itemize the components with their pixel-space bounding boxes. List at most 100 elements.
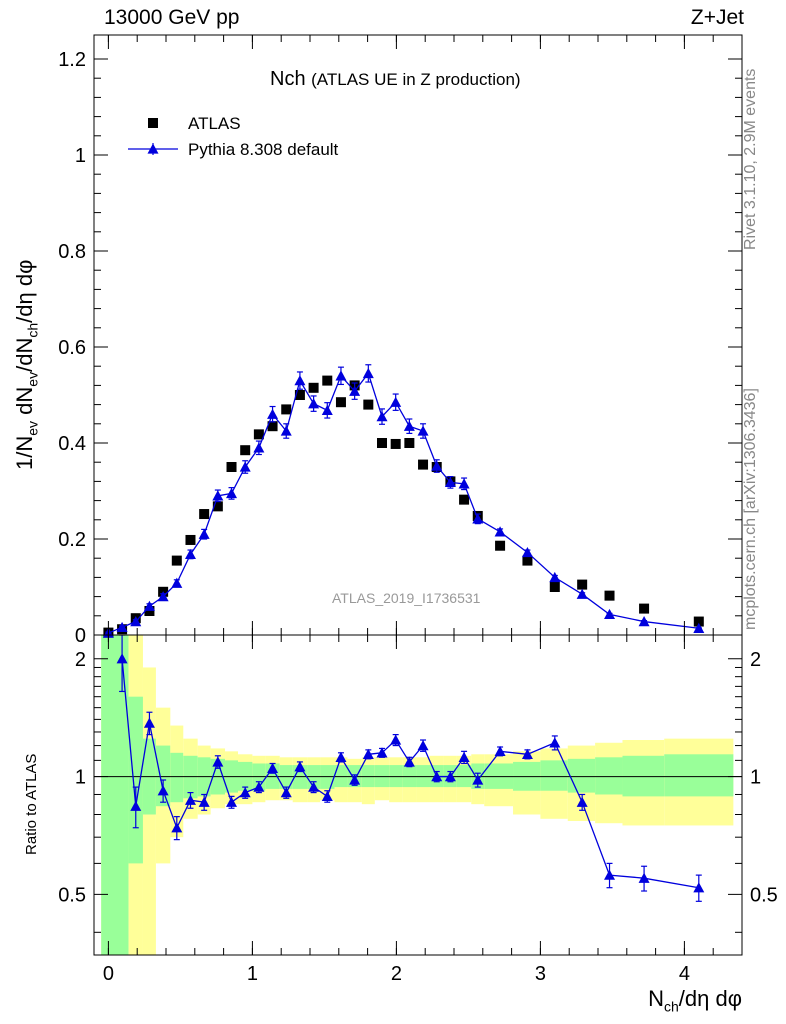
ratio-point [431,771,443,782]
ratio-point [212,756,224,767]
atlas-point [322,375,333,386]
atlas-point [171,555,182,566]
axes: 0 0.2 0.4 0.6 0.8 1 1.2 0 1 2 3 4 0.5 0.5 1 1 2 2 [58,34,778,985]
bottom-ytick-label: 1 [75,767,86,789]
x-axis-label: Nch/dη dφ [648,986,742,1015]
top-ytick-label: 0.6 [58,337,86,359]
pythia-point [376,411,388,422]
ratio-point [494,745,506,757]
pythia-point [294,375,306,386]
atlas-point [639,603,650,614]
bottom-ytick-label-right: 1 [750,767,761,789]
ratio-series [116,635,705,902]
atlas-point [495,540,506,551]
atlas-point [185,534,196,545]
pythia-point [130,616,142,627]
legend-label-atlas: ATLAS [188,114,241,133]
pythia-point [390,396,402,407]
atlas-point [240,445,251,456]
band-green [540,760,568,791]
xtick-label: 1 [247,963,258,985]
atlas-point [144,606,155,616]
top-ytick-label: 0.8 [58,241,86,263]
band-green [128,696,143,864]
ratio-point [390,734,402,745]
pythia-point [576,588,588,599]
pythia-point [604,608,616,620]
mcplots-label: mcplots.cern.ch [arXiv:1306.3436] [742,388,759,630]
pythia-point [143,600,155,611]
atlas-point [267,421,278,432]
plot-title: Nch (ATLAS UE in Z production) [270,68,521,91]
ratio-point [376,747,388,758]
pythia-point [335,370,347,381]
ratio-point [294,761,306,772]
band-green [595,757,623,795]
atlas-point [459,494,470,505]
ratio-point [280,787,292,798]
bottom-frame [93,634,743,956]
plot-title-main: Nch [270,68,306,90]
pythia-point [472,513,484,524]
y-axis-label-top: 1/Nev dNev/dNch/dη dφ [12,259,41,470]
ratio-point [549,737,561,748]
pythia-point [184,548,196,560]
bottom-ytick-label: 2 [75,649,86,671]
pythia-point [253,442,265,453]
rivet-version-label: Rivet 3.1.10, 2.9M events [742,68,759,250]
top-ytick-label: 0.2 [58,529,86,551]
ratio-point [335,751,347,762]
pythia-point [417,425,429,436]
top-ytick-label: 1 [75,145,86,167]
pythia-point [308,398,320,409]
ratio-uncertainty-bands [94,635,742,955]
pythia-point [321,404,333,416]
pythia-point [693,622,705,633]
ratio-point [308,781,320,792]
bottom-ytick-label-right: 2 [750,649,761,671]
pythia-point [280,425,292,436]
pythia-point [349,385,361,396]
pythia-point [362,367,374,379]
top-ytick-label: 0 [75,625,86,647]
pythia-point [494,526,506,537]
plot-title-sub: (ATLAS UE in Z production) [311,70,521,89]
pythia-point [116,621,128,632]
band-green [170,752,184,803]
ratio-point [198,796,210,807]
pythia-point [226,487,238,499]
atlas-point [363,399,374,410]
atlas-point [199,509,210,520]
process-label: Z+Jet [690,6,744,29]
atlas-point [404,438,415,448]
pythia-point [638,616,650,627]
ratio-point [458,751,470,762]
ratio-point [362,748,374,759]
ratio-point [638,872,650,883]
pythia-point [403,420,415,431]
pythia-point [212,490,224,501]
pythia-point [458,478,470,489]
legend-marker-atlas [148,118,158,128]
atlas-point [693,616,704,627]
ratio-point [157,785,169,796]
band-green [664,754,734,797]
pythia-point [267,408,279,419]
ratio-point [130,800,142,811]
ratio-point [472,774,484,785]
atlas-point [418,459,429,470]
ratio-point [253,781,265,792]
pythia-point [171,577,183,588]
ratio-point [239,787,251,798]
ratio-point [417,740,429,751]
ratio-point [349,774,361,785]
pythia-point [431,460,443,471]
atlas-point [577,579,588,590]
atlas-point [308,382,319,393]
ratio-point [403,756,415,767]
atlas-point [281,404,292,415]
atlas-point [604,590,615,601]
atlas-point [253,429,264,440]
legend-marks [128,118,178,155]
